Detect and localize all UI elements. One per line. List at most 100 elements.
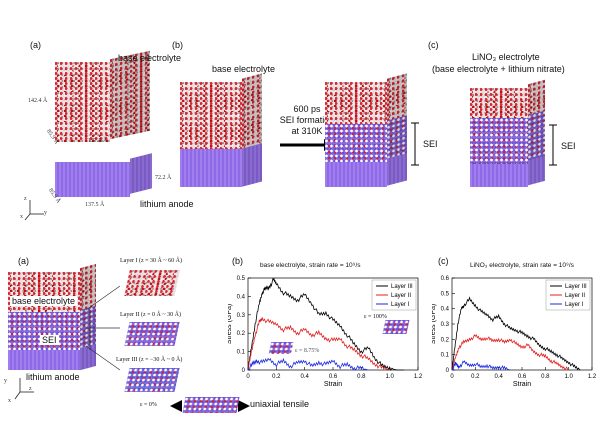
electrolyte-box-front	[55, 62, 110, 142]
x-tick-label: 0.8	[541, 374, 550, 380]
bottom-anode-label: lithium anode	[26, 372, 80, 382]
b-sei-bracket	[411, 122, 419, 166]
layer3-label: Layer III (z = −30 Å ~ 0 Å)	[116, 357, 183, 363]
axis-label-x: x	[20, 214, 23, 220]
layer2-slab	[124, 322, 180, 346]
x-axis-label: Strain	[324, 381, 342, 388]
legend-label: Layer II	[565, 293, 585, 299]
legend-label: Layer III	[391, 284, 413, 290]
b-electrolyte-label: base electrolyte	[212, 64, 276, 74]
panel-b-label: (b)	[172, 40, 183, 50]
x-tick-label: 0.2	[272, 374, 281, 380]
x-tick-label: 0.6	[329, 374, 338, 380]
series-line-layer-iii	[451, 296, 581, 371]
bottom-panel-a-label: (a)	[18, 256, 29, 266]
chart-c: 0 0.2 0.4 0.6 0.8 1.0 1.200.10.20.30.40.50.6St…	[432, 276, 597, 388]
b-before-electrolyte	[180, 82, 242, 149]
y-axis-label: Stress (GPa)	[432, 304, 437, 344]
panel-c-label: (c)	[428, 40, 439, 50]
x-tick-label: 1.0	[564, 374, 573, 380]
chart-b: 0 0.2 0.4 0.6 0.8 1.0 1.2 0 0.1 0.2 0.3 0.4 0.5 Strai…	[228, 276, 423, 388]
bottom-electrolyte-label: base electrolyte	[10, 296, 78, 306]
y-tick-label: 0	[446, 368, 450, 374]
c-sei-label: SEI	[561, 141, 576, 151]
layer1-slab	[124, 270, 180, 296]
c-title-2: (base electrolyte + lithium nitrate)	[432, 64, 565, 74]
y-axis-label: Stress (GPa)	[228, 304, 233, 344]
strain-0-label: ε = 0%	[140, 402, 157, 408]
bottom-anode	[8, 350, 80, 370]
legend-label: Layer II	[391, 293, 411, 299]
electrolyte-label: base electrolyte	[118, 53, 182, 63]
layer1-label: Layer I (z = 30 Å ~ 60 Å)	[120, 258, 182, 264]
x-tick-label: 0	[450, 374, 454, 380]
x-tick-label: 1.2	[588, 374, 597, 380]
bottom-sei-label: SEI	[40, 335, 59, 345]
legend-label: Layer I	[565, 302, 584, 308]
plot-frame	[451, 277, 593, 371]
arrow-text-3: at 310K	[291, 126, 323, 136]
bottom-electrolyte	[8, 272, 80, 312]
x-tick-label: 0.6	[518, 374, 527, 380]
layer-connector-lines	[86, 285, 121, 371]
x-tick-label: 1.0	[385, 374, 394, 380]
annot-strain-100: ε = 100%	[364, 314, 387, 320]
b-after-sei	[325, 124, 387, 162]
y-tick-label: 0.5	[237, 276, 246, 282]
strain100-slab	[382, 320, 410, 334]
y-tick-label: 0.3	[237, 313, 246, 319]
electrolyte-box-side	[110, 50, 150, 140]
y-tick-label: 0.4	[237, 294, 246, 300]
x-axis-label: Strain	[513, 381, 531, 388]
chart-c-label: (c)	[438, 256, 449, 266]
annot-strain-875: ε = 8.75%	[295, 348, 320, 354]
series-line-layer-ii	[451, 334, 569, 371]
axis-label-y: y	[44, 210, 47, 216]
arrow-text-1: 600 ps	[293, 104, 321, 114]
dim-height: 142.4 Å	[28, 98, 48, 104]
anode-label: lithium anode	[140, 199, 194, 209]
anode-box-front	[55, 162, 130, 197]
c-electrolyte	[470, 88, 528, 118]
x-tick-label: 0.4	[300, 374, 309, 380]
x-tick-label: 0.8	[357, 374, 366, 380]
b-before-side	[242, 73, 262, 152]
series-line-layer-i	[451, 360, 511, 372]
chart-c-title: LiNO₃ electrolyte, strain rate = 10⁹/s	[470, 262, 574, 269]
x-tick-label: 0	[246, 374, 250, 380]
y-tick-label: 0.4	[441, 307, 450, 313]
axis-triad-bottom	[14, 378, 34, 400]
y-tick-label: 0.1	[441, 353, 450, 359]
b-sei-label: SEI	[423, 139, 438, 149]
legend-box	[371, 279, 417, 311]
c-sei	[470, 118, 528, 164]
y-tick-label: 0	[242, 368, 246, 374]
c-side-l	[528, 155, 545, 186]
layer2-label: Layer II (z = 0 Å ~ 30 Å)	[120, 312, 181, 318]
c-anode	[470, 164, 528, 187]
anode-width: 137.5 Å	[85, 202, 105, 208]
b-after-anode	[325, 162, 387, 187]
arrow-text-2: SEI formation	[279, 115, 335, 125]
axis-label-z: z	[24, 196, 27, 202]
series-line-layer-ii	[247, 317, 390, 371]
c-title-1: LiNO₃ electrolyte	[472, 52, 540, 62]
b-axis-z: z	[29, 386, 32, 392]
chart-b-title: base electrolyte, strain rate = 10⁹/s	[260, 262, 361, 269]
anode-height: 72.2 Å	[155, 175, 172, 181]
y-tick-label: 0.1	[237, 350, 246, 356]
legend-label: Layer I	[391, 302, 410, 308]
y-tick-label: 0.2	[237, 331, 246, 337]
b-before-anode	[180, 149, 242, 187]
tensile-arrows	[170, 400, 250, 412]
legend-box	[545, 279, 591, 311]
b-after-side-l	[387, 153, 407, 186]
b-axis-x: x	[8, 398, 11, 404]
tensile-label: uniaxial tensile	[250, 399, 310, 409]
y-tick-label: 0.2	[441, 337, 450, 343]
tensile-slab	[182, 397, 240, 413]
series-line-layer-iii	[247, 277, 404, 371]
b-before-anode-side	[242, 143, 262, 187]
b-after-electrolyte	[325, 82, 387, 124]
axis-triad-top	[24, 200, 44, 221]
